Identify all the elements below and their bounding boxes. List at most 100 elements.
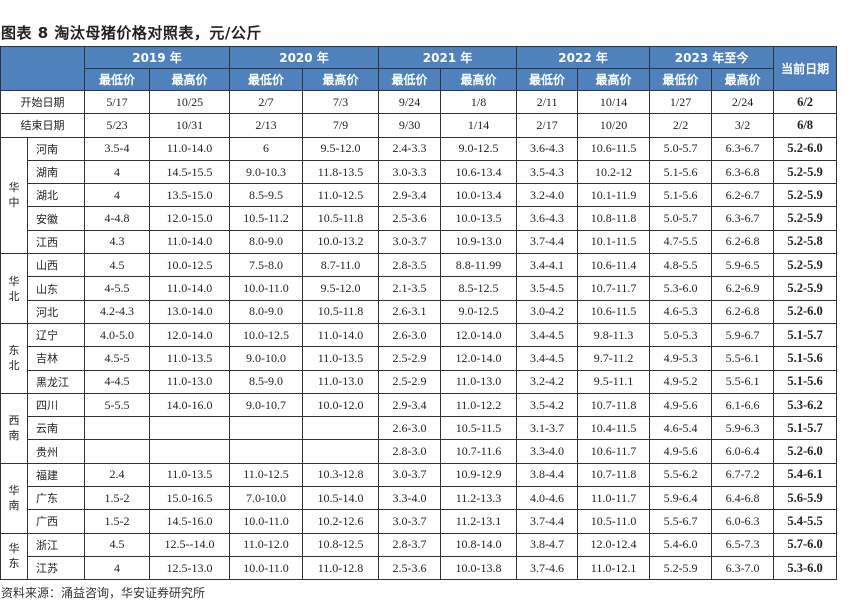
table-row: 云南 2.6-3.0 10.5-11.5 3.1-3.7 10.4-11.5 4.6-5.… <box>1 416 838 441</box>
price-cell: 3.6-4.3 <box>516 206 579 231</box>
price-cell: 3.2-4.2 <box>516 369 579 394</box>
price-cell: 6.0-6.4 <box>711 439 775 464</box>
year-header-row: 2019 年 2020 年 2021 年 2022 年 2023 年至今 当前日… <box>0 46 838 91</box>
price-cell: 11.0-12.0 <box>229 532 304 557</box>
current-price-cell: 5.2-5.9 <box>773 159 838 185</box>
price-cell: 2.8-3.5 <box>378 253 442 278</box>
price-cell: 6.2-6.8 <box>711 299 775 324</box>
price-cell: 5.9-6.5 <box>711 253 775 278</box>
current-date-cell: 6/2 <box>773 89 838 115</box>
current-price-cell: 5.2-5.9 <box>773 253 838 278</box>
price-cell: 3.5-4 <box>84 136 150 161</box>
province-cell: 江西 <box>27 229 85 255</box>
price-cell: 10.0-12.0 <box>302 392 380 418</box>
price-cell: 3.0-4.2 <box>516 299 579 324</box>
price-cell: 10.6-11.7 <box>577 439 651 464</box>
price-cell: 4.8-5.5 <box>649 253 713 278</box>
price-cell: 5.5-6.1 <box>711 369 775 394</box>
price-cell: 15.0-16.5 <box>148 486 231 511</box>
price-cell: 11.0-13.5 <box>148 462 231 488</box>
price-cell <box>148 416 231 441</box>
high-price-header: 最高价 <box>148 68 231 91</box>
price-cell: 4.5-5 <box>84 346 150 371</box>
price-cell: 9.0-12.5 <box>440 136 518 161</box>
date-cell: 7/9 <box>302 113 380 138</box>
price-cell: 3.8-4.7 <box>516 532 579 557</box>
price-cell: 10.0-11.0 <box>229 509 304 534</box>
province-cell: 山东 <box>27 276 85 301</box>
price-cell: 10.5-14.0 <box>302 486 380 511</box>
price-cell: 2.8-3.7 <box>378 532 442 557</box>
price-cell: 12.0-14.0 <box>440 322 518 348</box>
price-cell: 5.0-5.3 <box>649 322 713 348</box>
price-cell: 6.7-7.2 <box>711 462 775 488</box>
price-cell: 7.5-8.0 <box>229 253 304 278</box>
year-header: 2022 年 <box>516 46 651 69</box>
date-cell: 2/7 <box>229 89 304 115</box>
current-price-cell: 5.1-5.7 <box>773 322 838 348</box>
price-cell: 2.5-2.9 <box>378 369 442 394</box>
table-body: 开始日期 5/17 10/25 2/7 7/3 9/24 1/8 2/11 10/14 1/27 2… <box>0 89 838 581</box>
province-cell: 湖南 <box>27 159 85 185</box>
price-cell: 4.2-4.3 <box>84 299 150 324</box>
price-cell: 6.0-6.3 <box>711 509 775 534</box>
price-cell: 6.1-6.6 <box>711 392 775 418</box>
price-cell: 10.0-13.4 <box>440 183 518 208</box>
region-cell: 华北 <box>0 253 28 324</box>
price-cell: 9.5-11.1 <box>577 369 651 394</box>
price-cell: 3.0-3.7 <box>378 229 442 255</box>
price-cell: 10.0-13.8 <box>440 555 518 581</box>
price-cell: 2.5-3.6 <box>378 206 442 231</box>
price-cell: 5.1-5.6 <box>649 183 713 208</box>
price-cell: 10.4-11.5 <box>577 416 651 441</box>
price-cell: 4.6-5.3 <box>649 299 713 324</box>
price-cell: 11.0-12.2 <box>440 392 518 418</box>
region-cell: 华南 <box>0 462 28 534</box>
price-cell: 11.0-13.5 <box>148 346 231 371</box>
price-cell: 8.5-12.5 <box>440 276 518 301</box>
price-cell: 5.5-6.2 <box>649 462 713 488</box>
price-cell: 3.6-4.3 <box>516 136 579 161</box>
price-cell: 11.0-12.1 <box>577 555 651 581</box>
date-cell: 1/8 <box>440 89 518 115</box>
price-cell: 9.5-12.0 <box>302 276 380 301</box>
price-cell: 4-5.5 <box>84 276 150 301</box>
price-cell: 9.0-10.3 <box>229 159 304 185</box>
price-cell: 14.5-16.0 <box>148 509 231 534</box>
price-cell: 8.0-9.0 <box>229 299 304 324</box>
price-cell: 11.0-12.8 <box>302 555 380 581</box>
date-cell: 9/24 <box>378 89 442 115</box>
price-cell: 2.1-3.5 <box>378 276 442 301</box>
price-cell: 8.8-11.99 <box>440 253 518 278</box>
price-cell: 11.0-14.0 <box>148 229 231 255</box>
province-cell: 河南 <box>27 136 85 161</box>
table-row: 西南 四川 5-5.5 14.0-16.0 9.0-10.7 10.0-12.0 2.9-3… <box>0 392 838 464</box>
price-cell: 2.6-3.0 <box>378 416 442 441</box>
price-cell: 10.5-11.2 <box>229 206 304 231</box>
price-cell: 5.3-6.0 <box>649 276 713 301</box>
price-cell <box>84 439 150 464</box>
price-cell: 11.0-11.7 <box>577 486 651 511</box>
price-cell: 10.9-12.9 <box>440 462 518 488</box>
province-cell: 吉林 <box>27 346 85 371</box>
price-cell: 8.0-9.0 <box>229 229 304 255</box>
table-row: 华北 山西 4.5 10.0-12.5 7.5-8.0 8.7-11.0 2.8-3.5 8.… <box>0 253 838 324</box>
price-cell: 10.8-14.0 <box>440 532 518 557</box>
price-cell: 5.9-6.4 <box>649 486 713 511</box>
price-cell: 2.9-3.4 <box>378 183 442 208</box>
price-cell: 8.7-11.0 <box>302 253 380 278</box>
current-price-cell: 5.2-6.0 <box>773 136 838 161</box>
price-cell: 4.6-5.4 <box>649 416 713 441</box>
price-cell: 3.3-4.0 <box>516 439 579 464</box>
current-price-cell: 5.6-5.9 <box>773 486 838 511</box>
date-cell: 3/2 <box>711 113 775 138</box>
region-cell: 华东 <box>0 532 28 581</box>
price-cell: 10.6-13.4 <box>440 159 518 185</box>
price-cell: 11.0-13.5 <box>302 346 380 371</box>
price-cell: 4.3 <box>84 229 150 255</box>
current-price-cell: 5.2-5.9 <box>773 183 838 208</box>
price-cell: 10.0-12.5 <box>229 322 304 348</box>
price-cell: 5.1-5.6 <box>649 159 713 185</box>
price-cell: 11.2-13.1 <box>440 509 518 534</box>
price-cell: 6.5-7.3 <box>711 532 775 557</box>
